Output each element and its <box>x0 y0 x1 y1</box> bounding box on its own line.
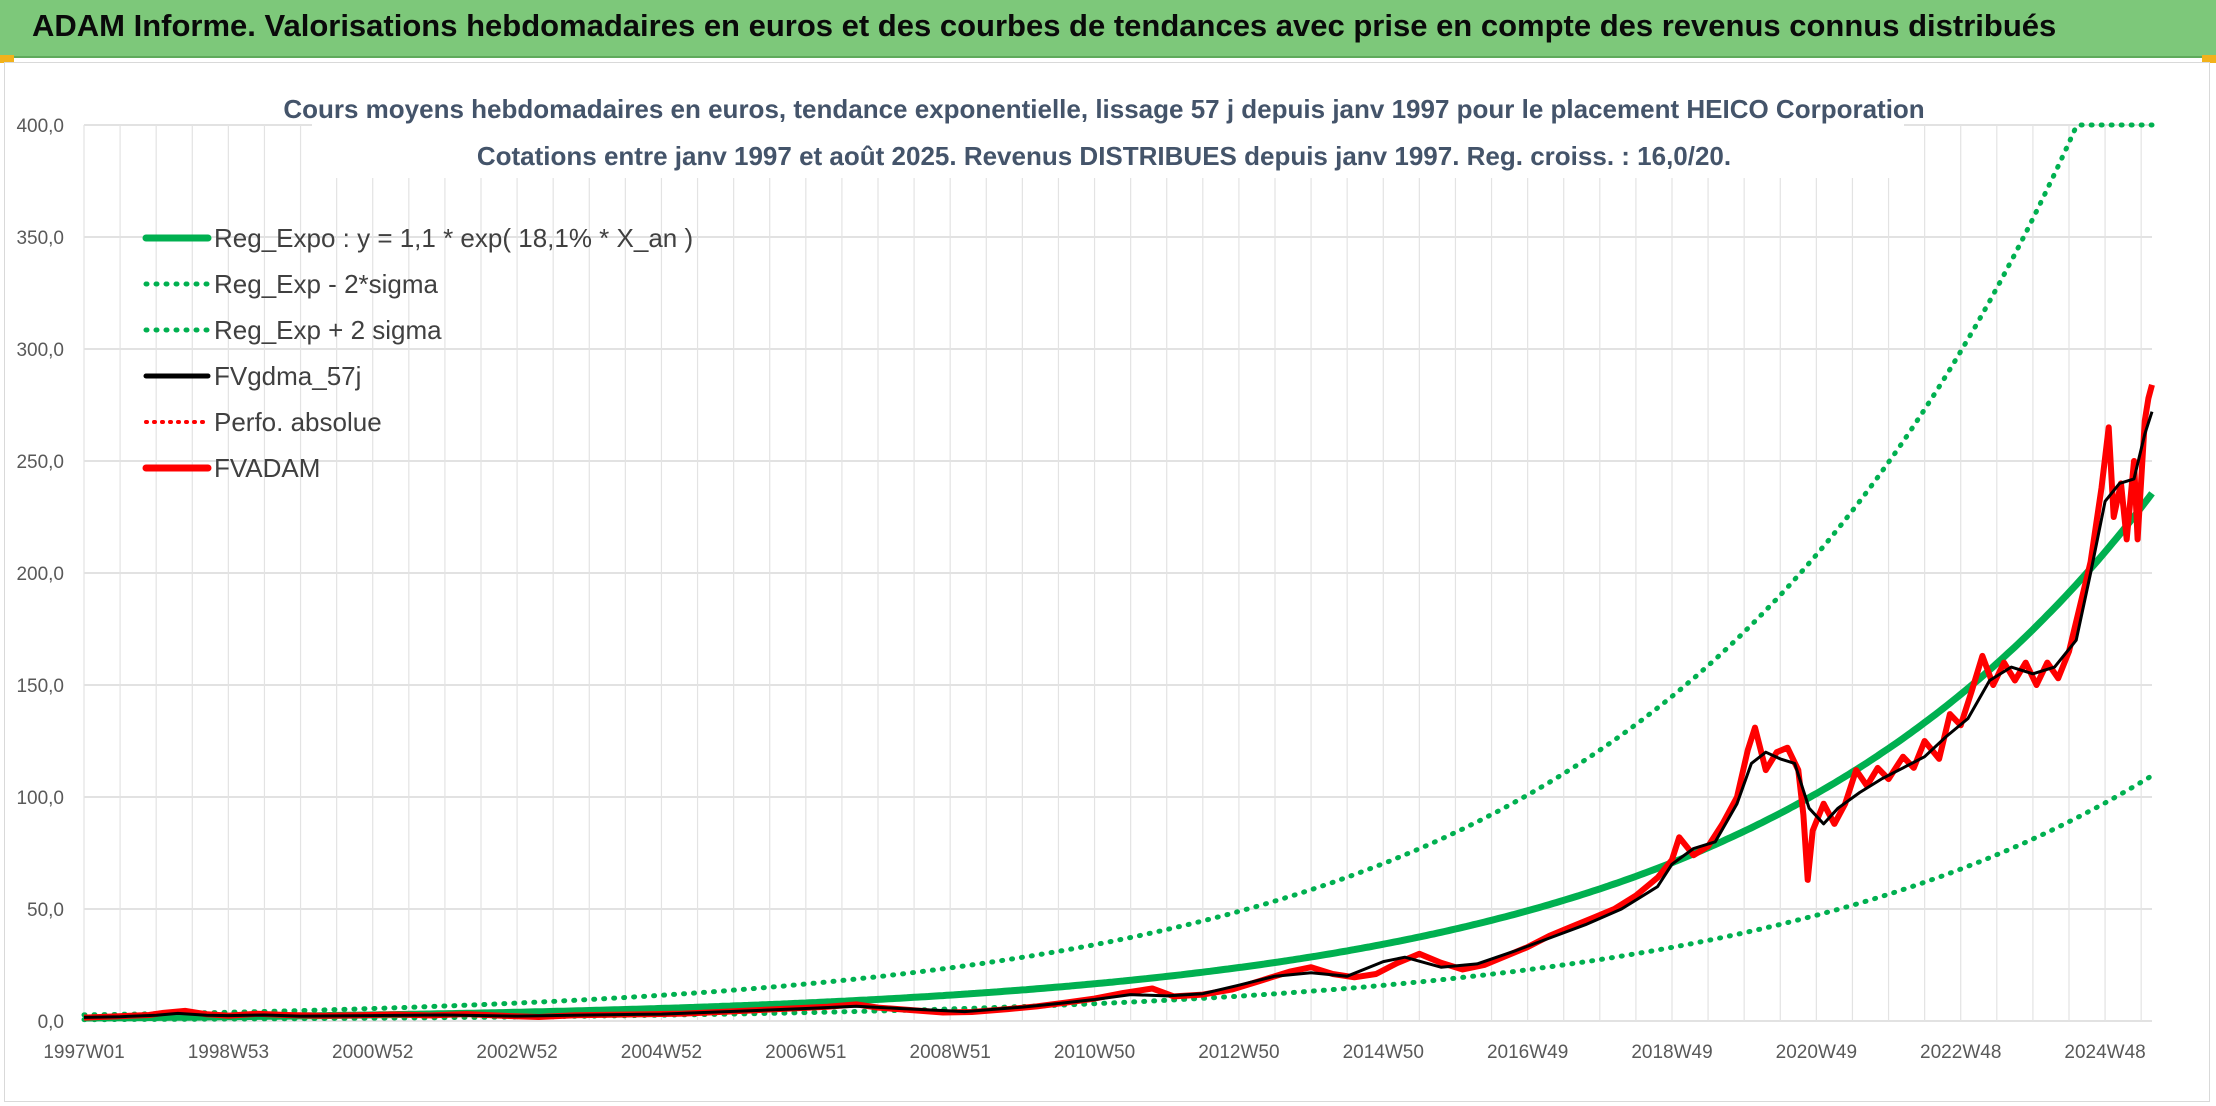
legend-label: Reg_Exp + 2 sigma <box>214 315 442 345</box>
x-tick-label: 2014W50 <box>1343 1042 1424 1063</box>
legend-label: Reg_Exp - 2*sigma <box>214 269 439 299</box>
chart-subtitle: Cotations entre janv 1997 et août 2025. … <box>477 141 1731 171</box>
x-tick-label: 2022W48 <box>1920 1042 2001 1063</box>
x-tick-label: 2010W50 <box>1054 1042 1135 1063</box>
gridlines <box>83 124 2152 1022</box>
reg-exp-minus-2sigma-line <box>81 773 2155 1023</box>
x-tick-label: 2012W50 <box>1198 1042 1279 1063</box>
x-tick-label: 2000W52 <box>332 1042 413 1063</box>
y-tick-label: 250,0 <box>16 452 64 473</box>
y-tick-label: 400,0 <box>16 116 64 137</box>
series-layer <box>81 122 2155 1023</box>
y-tick-label: 350,0 <box>16 228 64 249</box>
legend: Reg_Expo : y = 1,1 * exp( 18,1% * X_an )… <box>142 223 693 483</box>
report-banner: ADAM Informe. Valorisations hebdomadaire… <box>0 0 2216 58</box>
y-tick-label: 100,0 <box>16 788 64 809</box>
chart-area <box>4 62 2210 1102</box>
x-tick-label: 2008W51 <box>910 1042 991 1063</box>
legend-label: FVADAM <box>214 453 320 483</box>
fvadam-line <box>83 384 2155 1021</box>
x-tick-label: 1997W01 <box>43 1042 124 1063</box>
x-tick-label: 2002W52 <box>476 1042 557 1063</box>
y-tick-label: 0,0 <box>38 1012 64 1033</box>
y-tick-label: 50,0 <box>27 900 64 921</box>
reg-exp-plus-2sigma-line <box>81 122 2155 1018</box>
fvgdma-57j-line <box>83 411 2154 1019</box>
axis-labels: 0,0 50,0 100,0 150,0 200,0 250,0 300,0 350,0 400… <box>16 116 2145 1063</box>
report-title: ADAM Informe. Valorisations hebdomadaire… <box>32 8 2057 43</box>
legend-label: Perfo. absolue <box>214 407 382 437</box>
chart-title: Cours moyens hebdomadaires en euros, ten… <box>283 94 1924 124</box>
legend-label: Reg_Expo : y = 1,1 * exp( 18,1% * X_an ) <box>214 223 693 253</box>
corner-marker-right <box>2202 55 2216 63</box>
x-tick-label: 2016W49 <box>1487 1042 1568 1063</box>
corner-marker-left <box>0 55 14 63</box>
x-tick-label: 1998W53 <box>188 1042 269 1063</box>
x-tick-label: 2006W51 <box>765 1042 846 1063</box>
x-tick-label: 2018W49 <box>1631 1042 1712 1063</box>
y-tick-label: 200,0 <box>16 564 64 585</box>
legend-label: FVgdma_57j <box>214 361 361 391</box>
x-tick-label: 2004W52 <box>621 1042 702 1063</box>
y-tick-label: 150,0 <box>16 676 64 697</box>
y-tick-label: 300,0 <box>16 340 64 361</box>
x-tick-label: 2024W48 <box>2064 1042 2145 1063</box>
x-tick-label: 2020W49 <box>1776 1042 1857 1063</box>
title-background <box>312 92 1904 178</box>
